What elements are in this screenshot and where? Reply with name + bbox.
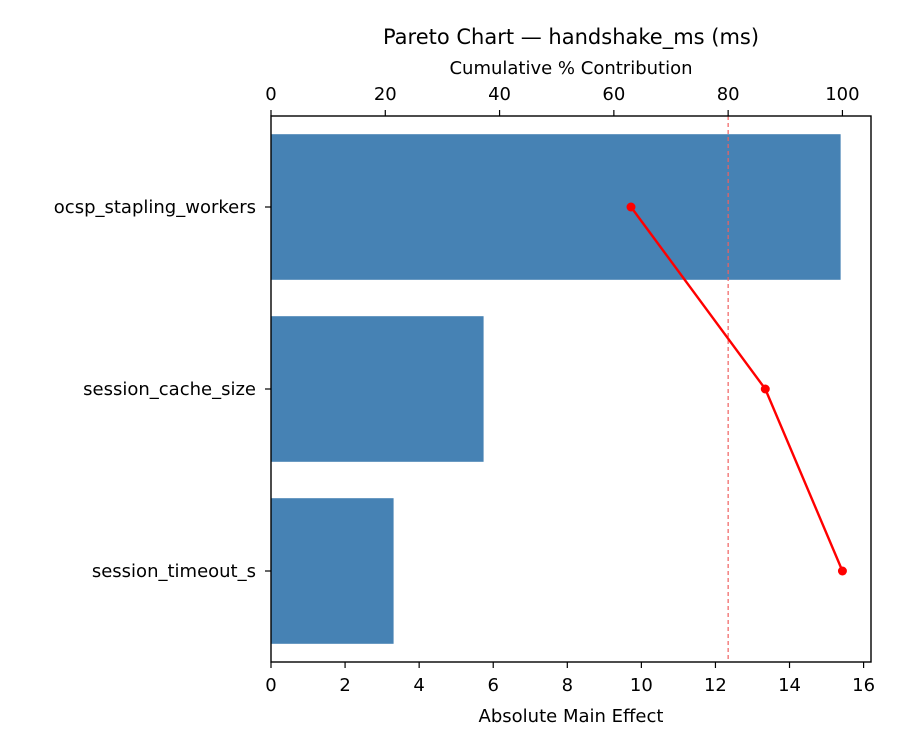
cumulative-point: [626, 202, 636, 212]
category-label: session_timeout_s: [92, 561, 256, 582]
bottom-axis-ticks: 0 2 4 6 8 10 12 14 16: [265, 662, 875, 696]
top-tick-label: 0: [265, 84, 276, 105]
x-tick-label: 4: [413, 675, 424, 696]
bars: [271, 134, 841, 644]
x-tick-label: 14: [778, 675, 801, 696]
x-tick-label: 0: [265, 675, 276, 696]
top-tick-label: 40: [488, 84, 511, 105]
category-label: session_cache_size: [83, 379, 256, 400]
top-tick-label: 20: [374, 84, 397, 105]
x-axis-label: Absolute Main Effect: [479, 706, 664, 727]
top-tick-label: 60: [602, 84, 625, 105]
cumulative-point: [760, 384, 770, 394]
bar-session_cache_size: [271, 316, 484, 462]
chart-title: Pareto Chart — handshake_ms (ms): [383, 25, 759, 50]
x-tick-label: 16: [852, 675, 875, 696]
y-axis-ticks: ocsp_stapling_workers session_cache_sizes…: [54, 197, 271, 582]
x-tick-label: 6: [487, 675, 498, 696]
x-tick-label: 12: [704, 675, 727, 696]
category-label: ocsp_stapling_workers: [54, 197, 256, 218]
x-tick-label: 8: [562, 675, 573, 696]
top-tick-label: 100: [825, 84, 859, 105]
top-axis-label: Cumulative % Contribution: [449, 58, 692, 79]
x-tick-label: 2: [339, 675, 350, 696]
cumulative-line: [626, 202, 847, 576]
top-axis-ticks: 0 20 40 60 80 100: [265, 84, 860, 116]
bar-session_timeout_s: [271, 498, 394, 644]
x-tick-label: 10: [630, 675, 653, 696]
top-tick-label: 80: [717, 84, 740, 105]
bar-ocsp_stapling_workers: [271, 134, 841, 280]
cumulative-point: [837, 566, 847, 576]
